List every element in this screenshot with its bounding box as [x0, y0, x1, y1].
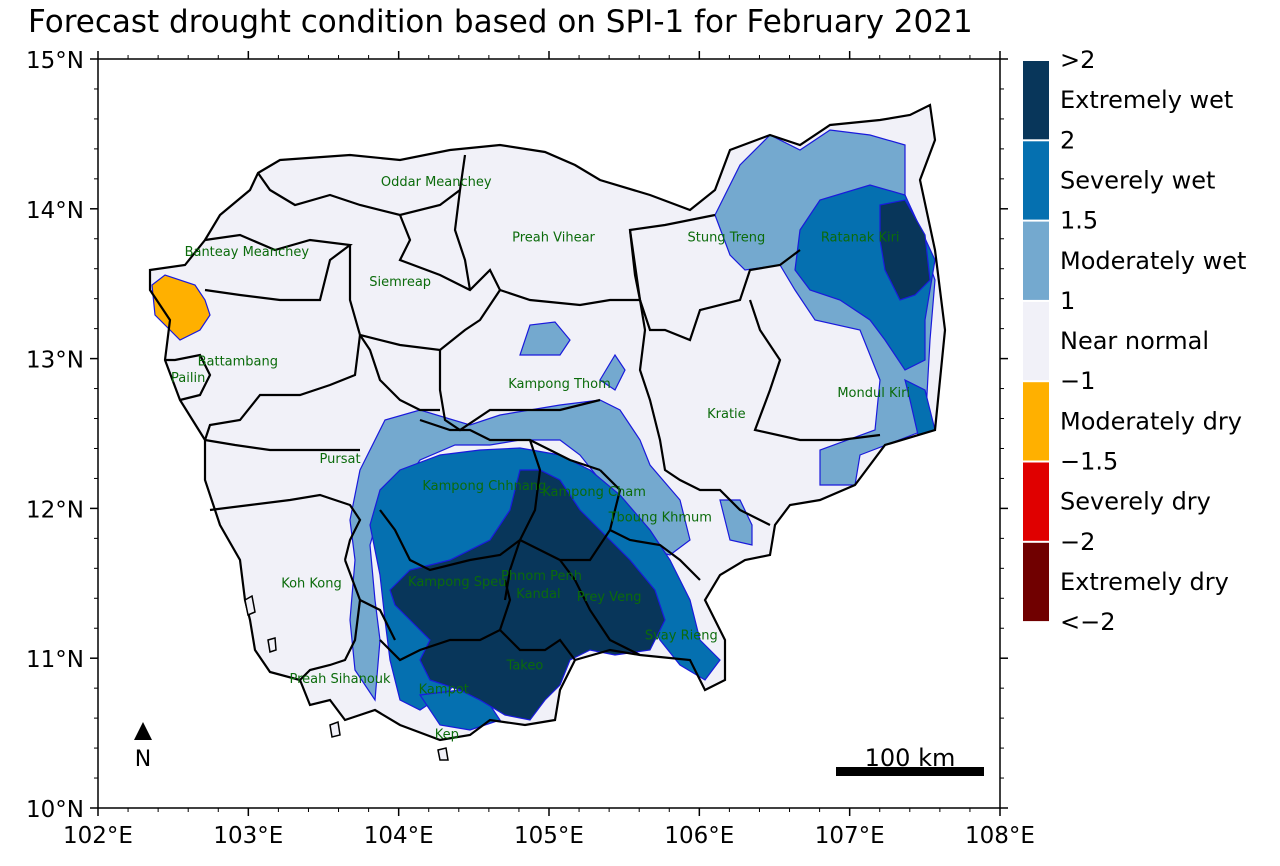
- north-arrow: N: [134, 722, 152, 772]
- legend-swatch: [1023, 462, 1049, 541]
- north-arrow-icon: [134, 722, 152, 740]
- province-label: Pailin: [171, 371, 205, 386]
- y-tick-label: 14°N: [26, 198, 84, 224]
- moderately-dry-area: [151, 274, 211, 341]
- legend-boundary-label: >2: [1060, 46, 1095, 74]
- x-tick-labels: 102°E 103°E 104°E 105°E 106°E 107°E 108°E: [63, 823, 1035, 849]
- province-label: Prey Veng: [577, 590, 642, 605]
- province-label: Preah Vihear: [512, 230, 595, 245]
- legend-swatch: [1023, 221, 1049, 300]
- province-label: Banteay Meanchey: [185, 245, 310, 260]
- x-tick-label: 104°E: [364, 823, 434, 849]
- legend-class-label: Severely wet: [1060, 166, 1215, 194]
- province-label: Phnom Penh: [501, 569, 582, 584]
- province-label: Siemreap: [369, 275, 431, 290]
- legend-class-label: Severely dry: [1060, 488, 1211, 516]
- extremely-wet-areas: [389, 199, 931, 721]
- province-boundaries: [148, 103, 947, 742]
- y-tick-label: 13°N: [26, 348, 84, 374]
- legend-class-label: Extremely wet: [1060, 86, 1233, 114]
- province-label: Kampot: [419, 683, 469, 698]
- province-label: Pursat: [320, 452, 361, 467]
- x-tick-label: 102°E: [63, 823, 133, 849]
- legend-swatch: [1023, 141, 1049, 220]
- legend-colorbar: Extremely wet Severely wet Moderately wet N…: [1023, 46, 1246, 636]
- x-tick-label: 107°E: [815, 823, 885, 849]
- province-label: Ratanak Kiri: [821, 230, 900, 245]
- x-tick-label: 105°E: [514, 823, 584, 849]
- legend-boundary-label: 2: [1060, 126, 1075, 154]
- y-tick-label: 15°N: [26, 48, 84, 74]
- province-label: Koh Kong: [281, 576, 342, 591]
- province-label: Kratie: [707, 407, 746, 422]
- y-tick-label: 10°N: [26, 797, 84, 823]
- legend-swatch: [1023, 542, 1049, 622]
- legend-boundary-label: 1.5: [1060, 207, 1098, 235]
- province-label: Kampong Thom: [508, 377, 611, 392]
- legend-swatch: [1023, 301, 1049, 381]
- scale-bar-label: 100 km: [865, 744, 956, 772]
- province-label: Stung Treng: [687, 230, 765, 245]
- province-label: Takeo: [506, 659, 544, 674]
- province-label: Kampong Chhnang: [422, 479, 546, 494]
- map-title: Forecast drought condition based on SPI-…: [28, 4, 973, 40]
- province-label: Oddar Meanchey: [381, 175, 492, 190]
- province-label: Preah Sihanouk: [290, 672, 392, 687]
- legend-class-label: Moderately wet: [1060, 247, 1246, 275]
- legend-swatch: [1023, 61, 1049, 140]
- x-tick-label: 108°E: [965, 823, 1035, 849]
- north-arrow-label: N: [135, 747, 151, 772]
- province-label: Kampong Cham: [542, 485, 646, 500]
- province-label: Kampong Speu: [408, 575, 507, 590]
- scale-bar: 100 km: [836, 744, 984, 776]
- y-tick-label: 11°N: [26, 647, 84, 673]
- x-tick-label: 103°E: [213, 823, 283, 849]
- y-tick-label: 12°N: [26, 497, 84, 523]
- legend-boundary-label: −2: [1060, 528, 1095, 556]
- y-tick-labels: 15°N 14°N 13°N 12°N 11°N 10°N: [26, 48, 84, 823]
- province-label: Kandal: [516, 587, 560, 602]
- legend-class-label: Extremely dry: [1060, 568, 1229, 596]
- legend-class-label: Near normal: [1060, 327, 1209, 355]
- axis-ticks: [90, 51, 1008, 816]
- islands: [244, 594, 449, 761]
- map-plot: Oddar Meanchey Preah Vihear Stung Treng Rat…: [26, 48, 1035, 849]
- legend-boundary-label: <−2: [1060, 608, 1116, 636]
- x-tick-label: 106°E: [664, 823, 734, 849]
- legend-swatch: [1023, 382, 1049, 461]
- province-label: Kep: [435, 728, 459, 743]
- province-label: Svay Rieng: [645, 629, 718, 644]
- legend-boundary-label: −1: [1060, 367, 1095, 395]
- province-label: Mondul Kiri: [837, 386, 910, 401]
- province-labels: Oddar Meanchey Preah Vihear Stung Treng Rat…: [171, 175, 910, 743]
- province-label: Battambang: [198, 355, 278, 370]
- legend-boundary-label: −1.5: [1060, 448, 1118, 476]
- province-label: Tboung Khmum: [608, 510, 712, 525]
- legend-class-label: Moderately dry: [1060, 407, 1242, 435]
- scale-bar-line: [836, 767, 984, 776]
- legend-boundary-label: 1: [1060, 287, 1075, 315]
